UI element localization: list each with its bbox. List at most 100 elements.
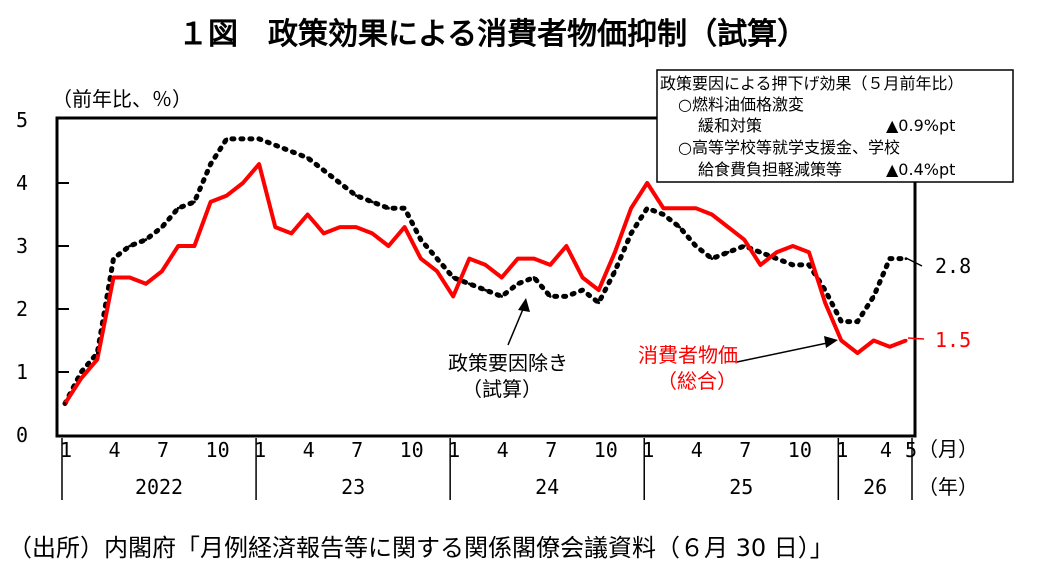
cpi-point <box>710 212 714 217</box>
excluded-point <box>856 320 859 323</box>
cpi-point <box>791 244 795 248</box>
cpi-point <box>872 338 876 343</box>
excluded-point <box>839 320 843 323</box>
cpi-point <box>192 244 196 248</box>
excluded-point <box>403 206 407 210</box>
x-tick-label: 4 <box>497 438 509 462</box>
cpi-point <box>839 338 843 343</box>
x-tick-label: 7 <box>545 438 557 462</box>
end-label-excluded: 2.8 <box>935 254 971 278</box>
excluded-point <box>629 232 633 235</box>
excluded-point <box>95 351 99 355</box>
cpi-point <box>775 250 779 254</box>
year-unit-label: （年） <box>918 475 978 499</box>
cpi-point <box>580 275 585 280</box>
cpi-point <box>532 257 536 261</box>
cpi-point <box>694 206 698 210</box>
x-year-label: 2022 <box>135 475 183 499</box>
cpi-point <box>144 282 148 286</box>
excluded-point <box>710 257 714 260</box>
excluded-point <box>209 162 212 166</box>
excluded-point <box>613 269 617 273</box>
series-label-excluded: 政策要因除き <box>448 351 568 375</box>
x-tick-label: 1 <box>60 438 72 462</box>
cpi-point <box>855 351 860 355</box>
x-year-label: 23 <box>341 475 365 499</box>
x-year-label: 24 <box>535 475 559 499</box>
cpi-point <box>500 275 504 280</box>
end-label-leader-cpi <box>907 337 925 340</box>
y-tick-label: 1 <box>16 360 28 384</box>
legend-item-2-line1: ○高等学校等就学支援金、学校 <box>678 138 900 157</box>
cpi-point <box>807 250 811 254</box>
y-axis-label: （前年比、％） <box>52 87 192 111</box>
x-tick-label: 7 <box>157 438 169 462</box>
annotation-arrowhead-cpi <box>824 336 838 348</box>
cpi-point <box>208 200 213 204</box>
x-tick-label: 4 <box>880 438 892 462</box>
cpi-point <box>225 194 229 198</box>
x-tick-label: 10 <box>206 438 230 462</box>
cpi-point <box>467 257 471 261</box>
excluded-point <box>435 257 439 260</box>
excluded-point <box>726 250 730 254</box>
excluded-point <box>322 169 326 172</box>
cpi-point <box>564 244 568 248</box>
legend-item-1-value: ▲0.9%pt <box>886 116 955 135</box>
excluded-point <box>807 263 811 267</box>
series-label-cpi: 消費者物価 <box>638 343 738 367</box>
excluded-point <box>564 295 568 298</box>
cpi-point <box>403 225 407 229</box>
excluded-point <box>144 238 148 242</box>
annotation-arrowhead-excluded <box>518 298 530 312</box>
cpi-point <box>273 225 277 229</box>
cpi-point <box>176 244 180 248</box>
excluded-point <box>888 257 892 260</box>
cpi-point <box>241 181 245 185</box>
excluded-point <box>257 137 261 141</box>
legend-title: 政策要因による押下げ効果（５月前年比） <box>660 74 964 93</box>
cpi-point <box>95 357 99 361</box>
excluded-point <box>112 257 115 260</box>
excluded-point <box>759 250 762 254</box>
excluded-point <box>548 295 552 298</box>
y-tick-labels: 0 1 2 3 4 5 <box>16 108 69 447</box>
x-year-label: 25 <box>729 475 753 499</box>
cpi-point <box>888 345 892 349</box>
cpi-point <box>451 294 455 298</box>
cpi-point <box>354 225 358 229</box>
cpi-point <box>758 263 763 267</box>
cpi-point <box>677 206 682 210</box>
series-label-excluded-sub: （試算） <box>462 377 542 401</box>
excluded-point <box>273 143 277 147</box>
x-tick-label: 10 <box>400 438 424 462</box>
excluded-point <box>532 276 536 279</box>
x-tick-label: 10 <box>788 438 812 462</box>
x-tick-label: 7 <box>739 438 751 462</box>
cpi-point <box>597 288 601 292</box>
excluded-point <box>694 244 698 248</box>
y-tick-label: 4 <box>16 171 28 195</box>
cpi-point <box>435 269 439 273</box>
excluded-point <box>662 213 665 216</box>
cpi-point <box>128 275 132 280</box>
excluded-point <box>645 206 649 210</box>
cpi-point <box>742 238 746 242</box>
cpi-point <box>305 212 310 217</box>
cpi-point <box>661 206 666 210</box>
excluded-point <box>338 181 342 185</box>
y-tick-label: 3 <box>16 234 28 258</box>
chart-title: １図 政策効果による消費者物価抑制（試算） <box>178 17 807 52</box>
cpi-point <box>483 263 488 267</box>
x-tick-label: 7 <box>351 438 363 462</box>
cpi-point <box>645 181 649 185</box>
excluded-point <box>160 225 164 229</box>
excluded-point <box>128 244 132 248</box>
legend-box: 政策要因による押下げ効果（５月前年比） ○燃料油価格激変 緩和対策 ▲0.9%p… <box>656 69 1014 183</box>
cpi-point <box>160 269 164 273</box>
x-tick-label: 1 <box>836 438 848 462</box>
excluded-point <box>775 257 779 260</box>
cpi-point <box>629 206 633 210</box>
